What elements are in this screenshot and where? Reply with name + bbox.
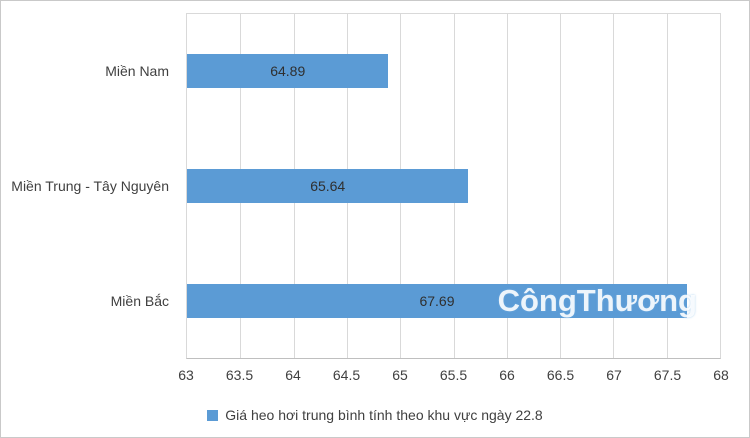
- bar-rows: 64.89 65.64 67.69: [187, 14, 720, 358]
- bar-row: 65.64: [187, 129, 720, 244]
- category-label: Miền Trung - Tây Nguyên: [11, 177, 169, 194]
- bar-mien-trung-tay-nguyen: 65.64: [187, 169, 469, 203]
- bar-value-label: 65.64: [310, 178, 346, 194]
- gridline: [666, 14, 668, 358]
- x-tick-label: 63.5: [225, 367, 254, 383]
- bar-row: 64.89: [187, 14, 720, 129]
- x-tick-label: 63: [178, 367, 194, 383]
- bar-mien-nam: 64.89: [187, 54, 389, 89]
- x-tick-label: 65: [392, 367, 408, 383]
- gridline: [506, 14, 508, 358]
- bar-row: 67.69: [187, 243, 720, 358]
- x-tick-label: 64.5: [332, 367, 361, 383]
- x-axis-ticks: 63 63.5 64 64.5 65 65.5 66 66.5 67 67.5 68: [178, 367, 729, 385]
- legend: Giá heo hơi trung bình tính theo khu vực…: [1, 407, 749, 423]
- legend-marker-square: [207, 409, 219, 421]
- plot-area: 64.89 65.64 67.69: [186, 13, 721, 359]
- x-tick-label: 66.5: [546, 367, 575, 383]
- x-tick-label: 67.5: [653, 367, 682, 383]
- bar-value-label: 64.89: [270, 63, 306, 80]
- gridline: [613, 14, 615, 358]
- x-tick-label: 64: [285, 367, 301, 383]
- bar-value-label: 67.69: [419, 292, 455, 309]
- x-tick-label: 67: [606, 367, 622, 383]
- legend-label: Giá heo hơi trung bình tính theo khu vực…: [225, 407, 543, 423]
- gridline: [560, 14, 562, 358]
- category-label: Miền Bắc: [110, 293, 169, 310]
- category-label: Miền Nam: [105, 62, 169, 79]
- bar-mien-bac: 67.69: [187, 283, 687, 318]
- x-tick-label: 65.5: [439, 367, 468, 383]
- x-tick-label: 66: [499, 367, 515, 383]
- y-axis-category-labels: Miền Nam Miền Trung - Tây Nguyên Miền Bắ…: [1, 13, 177, 359]
- x-tick-label: 68: [713, 367, 729, 383]
